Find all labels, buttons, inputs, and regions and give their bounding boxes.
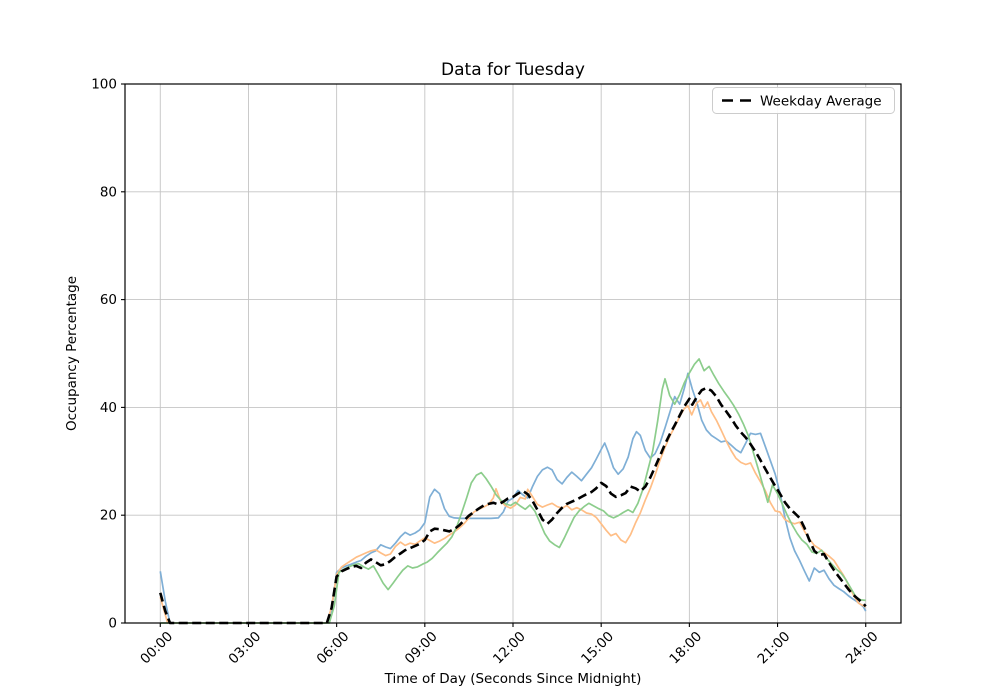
y-axis-label: Occupancy Percentage xyxy=(64,276,80,431)
series-line-series-3 xyxy=(160,358,866,624)
y-tick-label: 20 xyxy=(100,508,117,524)
x-tick-label: 12:00 xyxy=(490,629,529,668)
y-tick-label: 80 xyxy=(100,184,117,200)
y-tick-label: 60 xyxy=(100,292,117,308)
series-line-series-1 xyxy=(159,372,867,624)
x-tick-label: 21:00 xyxy=(755,629,794,668)
x-tick-label: 09:00 xyxy=(402,629,441,668)
series-line-weekday-average xyxy=(159,386,867,625)
series-line-series-2 xyxy=(159,399,867,624)
legend-box xyxy=(712,87,895,114)
x-axis-label: Time of Day (Seconds Since Midnight) xyxy=(384,671,642,687)
x-tick-label: 00:00 xyxy=(137,629,176,668)
legend-label: Weekday Average xyxy=(760,94,882,110)
y-tick-label: 0 xyxy=(108,616,117,632)
x-tick-label: 03:00 xyxy=(225,629,264,668)
x-tick-label: 15:00 xyxy=(578,629,617,668)
series-layer xyxy=(159,358,867,625)
y-tick-label: 100 xyxy=(91,77,117,93)
x-tick-label: 06:00 xyxy=(314,629,353,668)
x-tick-label: 18:00 xyxy=(666,629,705,668)
legend: Weekday Average xyxy=(712,87,895,114)
tick-layer: 00:00 03:00 06:00 09:00 12:00 15:00 18:00 21:00… xyxy=(91,77,881,668)
chart-title: Data for Tuesday xyxy=(441,60,585,80)
x-tick-label: 24:00 xyxy=(843,629,882,668)
grid-layer xyxy=(125,83,901,624)
y-tick-label: 40 xyxy=(100,400,117,416)
